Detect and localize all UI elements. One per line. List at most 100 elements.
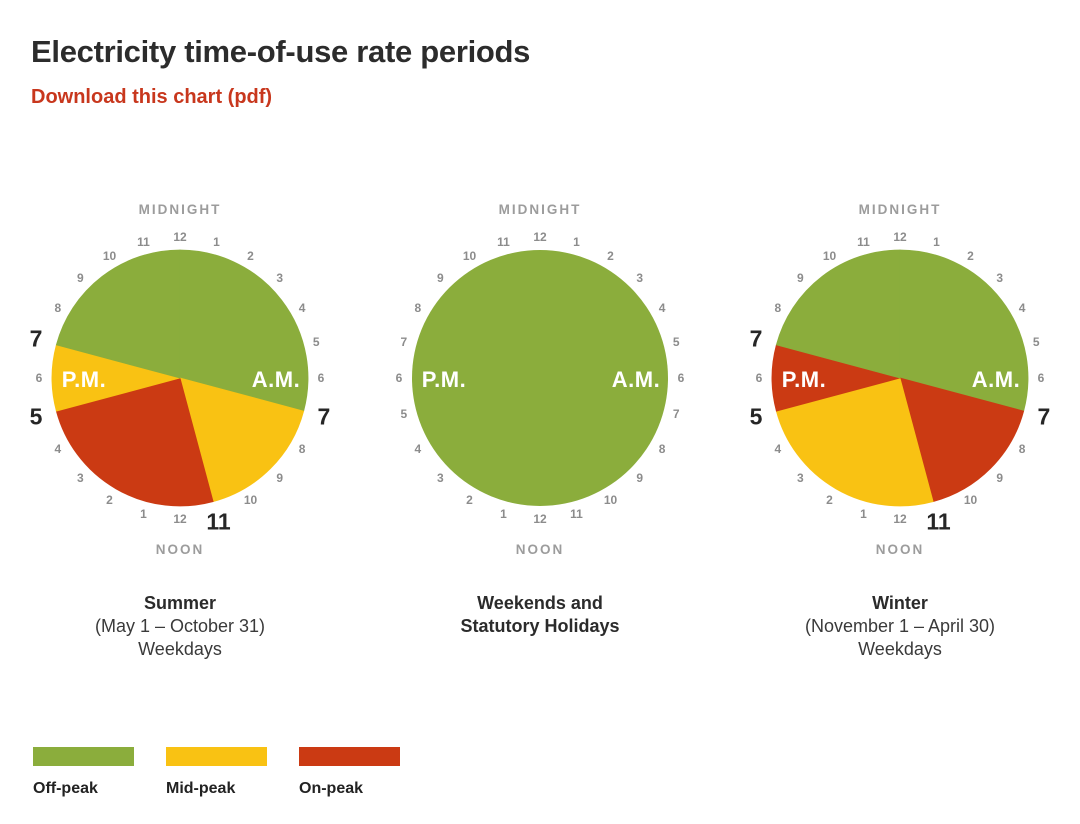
weekends-holidays-hour-tick-1: 1 [573, 234, 580, 249]
midnight-label: MIDNIGHT [858, 202, 942, 217]
summer-weekdays-hour-tick-1: 1 [213, 234, 220, 249]
legend-item-off-peak: Off-peak [33, 747, 134, 798]
download-chart-link[interactable]: Download this chart (pdf) [31, 86, 273, 108]
winter-weekdays-hour-tick-13: 1 [860, 507, 867, 522]
weekends-holidays-hour-tick-8: 8 [658, 441, 666, 456]
weekends-holidays-hour-tick-18: 6 [395, 371, 403, 385]
winter-weekdays-hour-tick-20: 8 [774, 300, 782, 315]
chart-caption-title-line: Weekends and [477, 593, 603, 613]
legend-item-mid-peak: Mid-peak [166, 747, 267, 798]
winter-weekdays-hour-tick-15: 3 [796, 470, 804, 485]
summer-weekdays-off_peak-segment [179, 249, 309, 412]
summer-weekdays-hour-tick-15: 3 [76, 470, 84, 485]
winter-weekdays-hour-tick-19: 7 [749, 325, 763, 352]
summer-weekdays-hour-tick-9: 9 [276, 470, 284, 485]
winter-weekdays-hour-tick-3: 3 [996, 271, 1004, 286]
summer-weekdays-mid_peak-segment [179, 377, 305, 503]
chart-caption-detail-line: Weekdays [138, 639, 222, 659]
summer-weekdays-hour-tick-14: 2 [106, 493, 113, 508]
weekends-holidays-hour-tick-7: 7 [672, 407, 680, 422]
summer-weekdays-hour-tick-21: 9 [76, 271, 84, 286]
winter-weekdays-hour-tick-18: 6 [755, 371, 763, 385]
summer-weekdays-hour-tick-2: 2 [247, 248, 254, 263]
summer-weekdays-hour-tick-20: 8 [54, 300, 62, 315]
pm-label: P.M. [781, 367, 827, 392]
summer-weekdays-hour-tick-12: 12 [173, 512, 187, 526]
summer-weekdays-hour-tick-23: 11 [137, 234, 150, 249]
weekends-holidays-hour-tick-23: 11 [497, 234, 510, 249]
weekends-holidays-hour-tick-10: 10 [603, 493, 618, 508]
summer-weekdays-hour-tick-7: 7 [317, 403, 331, 430]
winter-weekdays-hour-tick-1: 1 [933, 234, 940, 249]
weekends-pie [412, 250, 668, 506]
weekends-holidays-hour-tick-11: 11 [570, 507, 583, 522]
winter-weekdays-hour-tick-2: 2 [967, 248, 974, 263]
summer-weekdays-hour-tick-5: 5 [312, 334, 320, 349]
off-peak-swatch [33, 747, 134, 766]
winter-weekdays-hour-tick-14: 2 [826, 493, 833, 508]
legend-label: Mid-peak [166, 780, 236, 797]
weekends-holidays-hour-tick-22: 10 [462, 248, 477, 263]
summer-weekdays-hour-tick-22: 10 [102, 248, 117, 263]
winter-weekdays-hour-tick-21: 9 [796, 271, 804, 286]
weekends-holidays-hour-tick-15: 3 [436, 470, 444, 485]
winter-weekdays-hour-tick-9: 9 [996, 470, 1004, 485]
weekends-holidays-hour-tick-21: 9 [436, 271, 444, 286]
winter-weekdays-hour-tick-5: 5 [1032, 334, 1040, 349]
page-title: Electricity time-of-use rate periods [31, 33, 531, 69]
summer-weekdays-hour-tick-0: 12 [173, 230, 187, 244]
weekends-holidays-hour-tick-19: 7 [400, 334, 408, 349]
winter-weekdays-hour-tick-6: 6 [1037, 371, 1045, 385]
weekends-holidays-hour-tick-13: 1 [500, 507, 507, 522]
legend-label: Off-peak [33, 780, 98, 797]
winter-weekdays-hour-tick-12: 12 [893, 512, 907, 526]
summer-weekdays-hour-tick-18: 6 [35, 371, 43, 385]
weekends-holidays-hour-tick-5: 5 [672, 334, 680, 349]
noon-label: NOON [155, 542, 205, 557]
summer-weekdays-hour-tick-13: 1 [140, 507, 147, 522]
noon-label: NOON [875, 542, 925, 557]
winter-weekdays-hour-tick-7: 7 [1037, 403, 1051, 430]
chart-caption-title-line: Summer [143, 593, 217, 613]
weekends-holidays-hour-tick-17: 5 [400, 407, 408, 422]
winter-weekdays-hour-tick-22: 10 [822, 248, 837, 263]
chart-caption-detail-line: (May 1 – October 31) [94, 616, 266, 636]
winter-weekdays-hour-tick-10: 10 [963, 493, 978, 508]
summer-weekdays-hour-tick-4: 4 [298, 300, 306, 315]
chart-caption-detail-line: (November 1 – April 30) [804, 616, 996, 636]
weekends-clock-chart: MIDNIGHT 12 1 2 3 4 5 6 7 8 9 10 11 12 1 2 3 4 5 6 7 8 9 10 11 … [360, 190, 720, 682]
winter-clock-chart: MIDNIGHT 12 1 2 3 4 5 6 7 8 9 10 11 12 1 2 3 4 5 6 7 8 9 10 11 … [720, 190, 1080, 682]
winter-weekdays-hour-tick-11: 11 [926, 508, 951, 535]
summer-clock-chart: MIDNIGHT 12 1 2 3 4 5 6 7 8 9 10 11 12 1 2 3 4 5 6 7 8 9 10 11 … [0, 190, 360, 682]
winter-weekdays-hour-tick-23: 11 [857, 234, 870, 249]
weekends-holidays-hour-tick-16: 4 [414, 441, 422, 456]
am-label: A.M. [611, 367, 661, 392]
winter-weekdays-hour-tick-0: 12 [893, 230, 907, 244]
summer-weekdays-hour-tick-19: 7 [29, 325, 43, 352]
summer-weekdays-hour-tick-8: 8 [298, 441, 306, 456]
am-label: A.M. [971, 367, 1021, 392]
chart-caption: Summer (May 1 – October 31) Weekdays [0, 592, 360, 661]
midnight-label: MIDNIGHT [498, 202, 582, 217]
winter-weekdays-mid_peak-segment [775, 377, 934, 507]
midnight-label: MIDNIGHT [138, 202, 222, 217]
weekends-holidays-hour-tick-20: 8 [414, 300, 422, 315]
am-label: A.M. [251, 367, 301, 392]
rate-legend: Off-peak Mid-peak On-peak [33, 747, 400, 798]
summer-pie [51, 249, 309, 507]
weekends-holidays-hour-tick-9: 9 [636, 470, 644, 485]
chart-caption: Winter (November 1 – April 30) Weekdays [720, 592, 1080, 661]
weekends-holidays-hour-tick-12: 12 [533, 512, 547, 526]
weekends-holidays-hour-tick-2: 2 [607, 248, 614, 263]
pm-label: P.M. [61, 367, 107, 392]
winter-weekdays-off_peak-segment [775, 249, 901, 379]
winter-weekdays-hour-tick-8: 8 [1018, 441, 1026, 456]
summer-weekdays-on_peak-segment [55, 377, 214, 507]
summer-weekdays-hour-tick-6: 6 [317, 371, 325, 385]
chart-caption-title-line: Winter [872, 593, 928, 613]
summer-weekdays-hour-tick-11: 11 [206, 508, 231, 535]
winter-weekdays-hour-tick-16: 4 [774, 441, 782, 456]
on-peak-swatch [299, 747, 400, 766]
winter-weekdays-hour-tick-4: 4 [1018, 300, 1026, 315]
